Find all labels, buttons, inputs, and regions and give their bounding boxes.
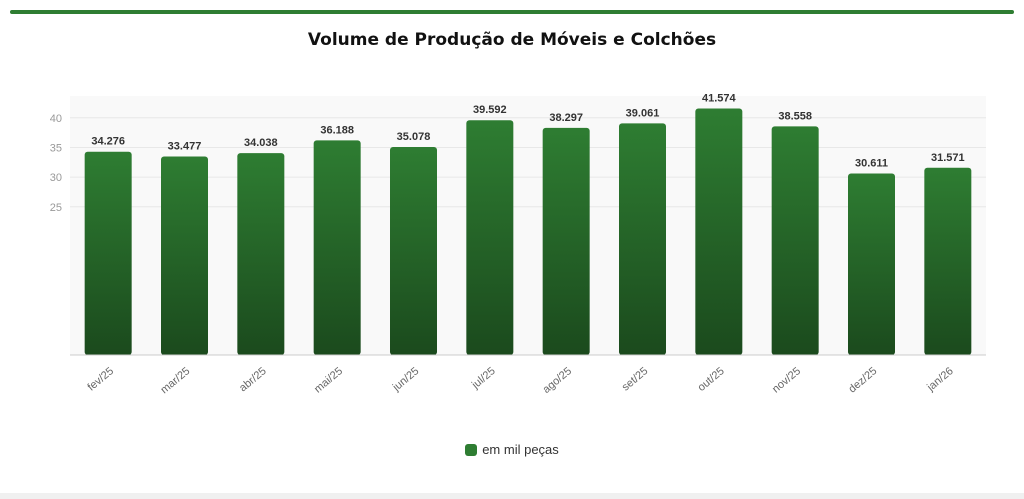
x-tick-label: dez/25 [846, 365, 879, 395]
bar-value-label: 34.276 [91, 136, 125, 148]
x-tick-label: mar/25 [158, 365, 192, 396]
legend-label: em mil peças [482, 442, 559, 457]
bottom-strip [0, 493, 1024, 499]
bar-value-label: 34.038 [244, 137, 278, 149]
bar[interactable] [84, 151, 132, 355]
x-tick-label: abr/25 [237, 365, 269, 394]
bar[interactable] [161, 156, 208, 355]
bar[interactable] [466, 120, 514, 355]
x-tick-label: mai/25 [312, 365, 345, 395]
bar[interactable] [542, 127, 590, 355]
bar[interactable] [924, 167, 972, 355]
x-tick-label: jun/25 [390, 365, 421, 394]
bar-value-label: 38.297 [549, 112, 583, 124]
top-accent-bar [10, 10, 1014, 14]
x-tick-label: nov/25 [770, 365, 803, 395]
x-tick-label: out/25 [696, 365, 727, 394]
bar[interactable] [313, 140, 361, 355]
bar-value-label: 36.188 [320, 124, 354, 136]
bar-value-label: 33.477 [168, 140, 202, 152]
bar-value-label: 39.061 [626, 107, 660, 119]
y-tick-label: 30 [50, 172, 62, 184]
x-tick-label: fev/25 [85, 365, 116, 393]
bar-value-label: 30.611 [855, 157, 888, 169]
bar-value-label: 38.558 [778, 110, 812, 122]
bar[interactable] [619, 123, 666, 355]
chart-title: Volume de Produção de Móveis e Colchões [307, 30, 717, 50]
bar-value-label: 41.574 [702, 92, 737, 104]
bar[interactable] [771, 126, 819, 355]
y-tick-label: 25 [50, 202, 62, 214]
legend-swatch-icon [465, 443, 478, 456]
x-tick-label: set/25 [620, 365, 651, 393]
bar-value-label: 31.571 [931, 152, 965, 164]
x-tick-label: jul/25 [469, 365, 498, 392]
bar-value-label: 35.078 [397, 131, 431, 143]
bar[interactable] [695, 108, 743, 355]
bar-value-label: 39.592 [473, 104, 507, 116]
y-tick-label: 35 [50, 142, 62, 154]
x-tick-label: jan/26 [924, 365, 955, 394]
y-tick-label: 40 [50, 113, 62, 125]
legend[interactable]: em mil peças [0, 442, 1024, 457]
bar[interactable] [848, 173, 895, 355]
bar[interactable] [390, 146, 437, 355]
bar[interactable] [237, 153, 285, 355]
plot-area [70, 96, 986, 355]
x-tick-label: ago/25 [541, 365, 574, 396]
